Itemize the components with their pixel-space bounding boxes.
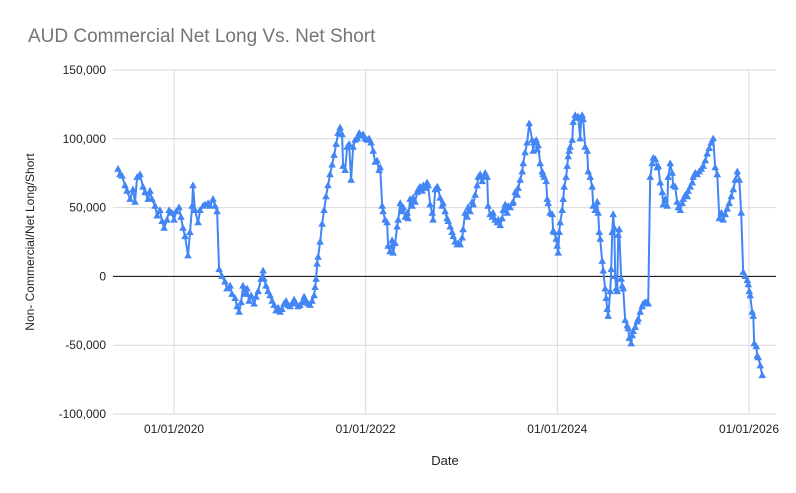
- y-tick-label: 150,000: [63, 63, 107, 77]
- y-tick-label: -100,000: [59, 407, 107, 421]
- series-line: [117, 114, 764, 377]
- chart-title: AUD Commercial Net Long Vs. Net Short: [28, 26, 376, 47]
- series-net-position-(contracts): [114, 111, 767, 379]
- y-tick-label: 0: [99, 269, 106, 283]
- y-tick-label: 100,000: [63, 132, 107, 146]
- x-tick-label: 01/01/2022: [336, 422, 396, 436]
- x-tick-label: 01/01/2026: [719, 422, 779, 436]
- y-tick-label: 50,000: [69, 201, 106, 215]
- x-tick-label: 01/01/2020: [144, 422, 204, 436]
- x-axis: 01/01/2020 01/01/2022 01/01/2024 01/01/2026: [144, 70, 779, 436]
- y-tick-label: -50,000: [65, 338, 106, 352]
- y-axis: 150,000 100,000 50,000 0 -50,000 -100,000: [59, 63, 776, 421]
- x-tick-label: 01/01/2024: [527, 422, 587, 436]
- x-axis-title: Date: [431, 453, 459, 468]
- triangle-markers: [114, 111, 767, 379]
